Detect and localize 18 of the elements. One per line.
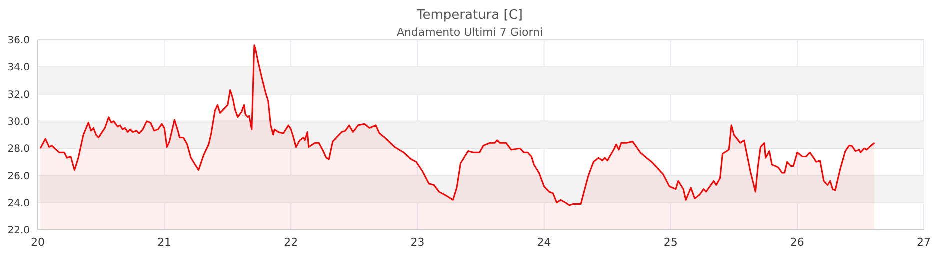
y-tick-label: 24.0 <box>8 198 30 210</box>
y-tick-label: 26.0 <box>8 171 30 182</box>
x-tick-label: 23 <box>410 236 425 249</box>
x-tick-label: 21 <box>158 236 172 249</box>
y-tick-label: 22.0 <box>8 226 30 237</box>
y-tick-label: 34.0 <box>8 62 30 74</box>
x-tick-label: 27 <box>917 236 931 249</box>
x-tick-label: 26 <box>790 236 804 249</box>
x-tick-label: 24 <box>537 236 552 249</box>
x-tick-label: 20 <box>31 236 45 249</box>
y-tick-label: 32.0 <box>8 90 30 101</box>
y-tick-label: 36.0 <box>8 36 30 47</box>
y-tick-label: 28.0 <box>8 144 30 156</box>
chart-subtitle: Andamento Ultimi 7 Giorni <box>396 26 544 39</box>
x-tick-label: 25 <box>664 236 678 249</box>
chart-title: Temperatura [C] <box>416 8 524 23</box>
x-tick-label: 22 <box>284 236 298 249</box>
y-tick-label: 30.0 <box>8 116 30 128</box>
